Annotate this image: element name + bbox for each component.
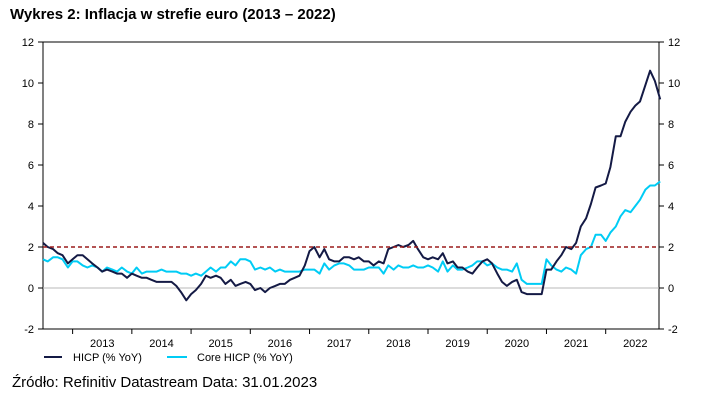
legend-label-hicp: HICP (% YoY) bbox=[73, 352, 142, 364]
series-layer bbox=[42, 69, 662, 302]
y-tick-label-right: 6 bbox=[668, 160, 674, 172]
series-hicp-line bbox=[42, 69, 662, 302]
y-tick-label-right: 10 bbox=[668, 78, 680, 90]
x-tick-label: 2018 bbox=[386, 338, 410, 350]
x-tick-label: 2015 bbox=[208, 338, 232, 350]
y-tick-label-left: 4 bbox=[28, 201, 34, 213]
y-tick-label-left: 0 bbox=[28, 283, 34, 295]
x-tick-label: 2017 bbox=[327, 338, 351, 350]
y-axis-left: -2 0 2 4 6 8 10 12 bbox=[22, 37, 43, 336]
x-tick-label: 2016 bbox=[268, 338, 292, 350]
source-note: Źródło: Refinitiv Datastream Data: 31.01… bbox=[12, 374, 318, 391]
x-tick-label: 2022 bbox=[623, 338, 647, 350]
y-tick-label-right: 0 bbox=[668, 283, 674, 295]
y-tick-label-left: -2 bbox=[24, 324, 34, 336]
series-core-hicp-line bbox=[42, 180, 661, 285]
y-tick-label-right: 12 bbox=[668, 37, 680, 49]
legend-label-core-hicp: Core HICP (% YoY) bbox=[197, 352, 293, 364]
y-tick-label-right: -2 bbox=[668, 324, 678, 336]
y-tick-label-left: 12 bbox=[22, 37, 34, 49]
x-tick-label: 2013 bbox=[90, 338, 114, 350]
y-tick-label-right: 8 bbox=[668, 119, 674, 131]
y-tick-label-right: 4 bbox=[668, 201, 674, 213]
x-axis: 2013 2014 2015 2016 2017 2018 2019 2020 2021 2022 bbox=[72, 329, 648, 350]
x-tick-label: 2014 bbox=[149, 338, 173, 350]
y-tick-label-left: 6 bbox=[28, 160, 34, 172]
plot-area bbox=[42, 41, 660, 330]
x-tick-label: 2021 bbox=[564, 338, 588, 350]
legend: HICP (% YoY) Core HICP (% YoY) bbox=[44, 352, 293, 364]
y-axis-right: -2 0 2 4 6 8 10 12 bbox=[659, 37, 680, 336]
chart-title: Wykres 2: Inflacja w strefie euro (2013 … bbox=[10, 6, 336, 23]
x-tick-label: 2020 bbox=[505, 338, 529, 350]
y-tick-label-left: 2 bbox=[28, 242, 34, 254]
x-tick-label: 2019 bbox=[445, 338, 469, 350]
line-chart: -2 0 2 4 6 8 10 12 -2 0 2 4 6 8 10 12 2013 2014 2015 2016… bbox=[22, 37, 681, 364]
y-tick-label-right: 2 bbox=[668, 242, 674, 254]
y-tick-label-left: 8 bbox=[28, 119, 34, 131]
y-tick-label-left: 10 bbox=[22, 78, 34, 90]
